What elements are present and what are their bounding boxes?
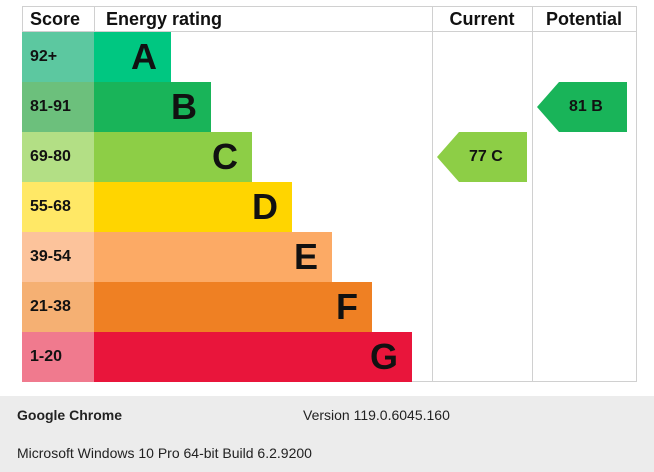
rating-letter: D — [252, 186, 278, 227]
potential-arrow-shape — [537, 82, 627, 132]
rating-bar-c: C — [94, 132, 252, 182]
score-range: 39-54 — [22, 232, 94, 282]
score-range: 81-91 — [22, 82, 94, 132]
potential-header: Potential — [545, 9, 622, 29]
rating-letter: C — [212, 136, 238, 177]
rating-letter: B — [171, 86, 197, 127]
grid-line — [22, 31, 637, 32]
potential-rating-label: 81 B — [569, 98, 603, 115]
rating-letter: A — [131, 36, 157, 77]
score-range: 92+ — [22, 32, 94, 82]
score-header: Score — [30, 9, 81, 29]
grid-line — [636, 6, 637, 382]
os-info: Microsoft Windows 10 Pro 64-bit Build 6.… — [17, 445, 312, 461]
current-rating-arrow: 77 C — [437, 132, 527, 182]
score-range: 21-38 — [22, 282, 94, 332]
rating-letter: E — [293, 236, 318, 277]
grid-line — [94, 6, 95, 32]
browser-version: Version 119.0.6045.160 — [303, 407, 450, 423]
score-range: 69-80 — [22, 132, 94, 182]
current-rating-label: 77 C — [469, 148, 503, 165]
footer-bar: Google Chrome Version 119.0.6045.160 Mic… — [0, 396, 654, 472]
rating-bar-g: G — [94, 332, 412, 382]
grid-line — [432, 6, 433, 382]
grid-line — [532, 6, 533, 382]
browser-name: Google Chrome — [17, 407, 123, 423]
rating-bar-b: B — [94, 82, 211, 132]
current-header: Current — [449, 9, 515, 29]
potential-rating-arrow: 81 B — [537, 82, 627, 132]
rating-letter: F — [336, 286, 358, 327]
rating-bar-e: E — [94, 232, 332, 282]
energy-rating-chart: Score Energy rating Current Potential 92… — [22, 6, 637, 382]
rating-bar-a: A — [94, 32, 171, 82]
rating-letter: G — [369, 336, 398, 377]
energy-rating-header: Energy rating — [106, 9, 223, 29]
rating-bar-d: D — [94, 182, 292, 232]
rating-bar-f: F — [94, 282, 372, 332]
score-range: 1-20 — [22, 332, 94, 382]
grid-line — [22, 6, 637, 7]
current-arrow-shape — [437, 132, 527, 182]
score-range: 55-68 — [22, 182, 94, 232]
